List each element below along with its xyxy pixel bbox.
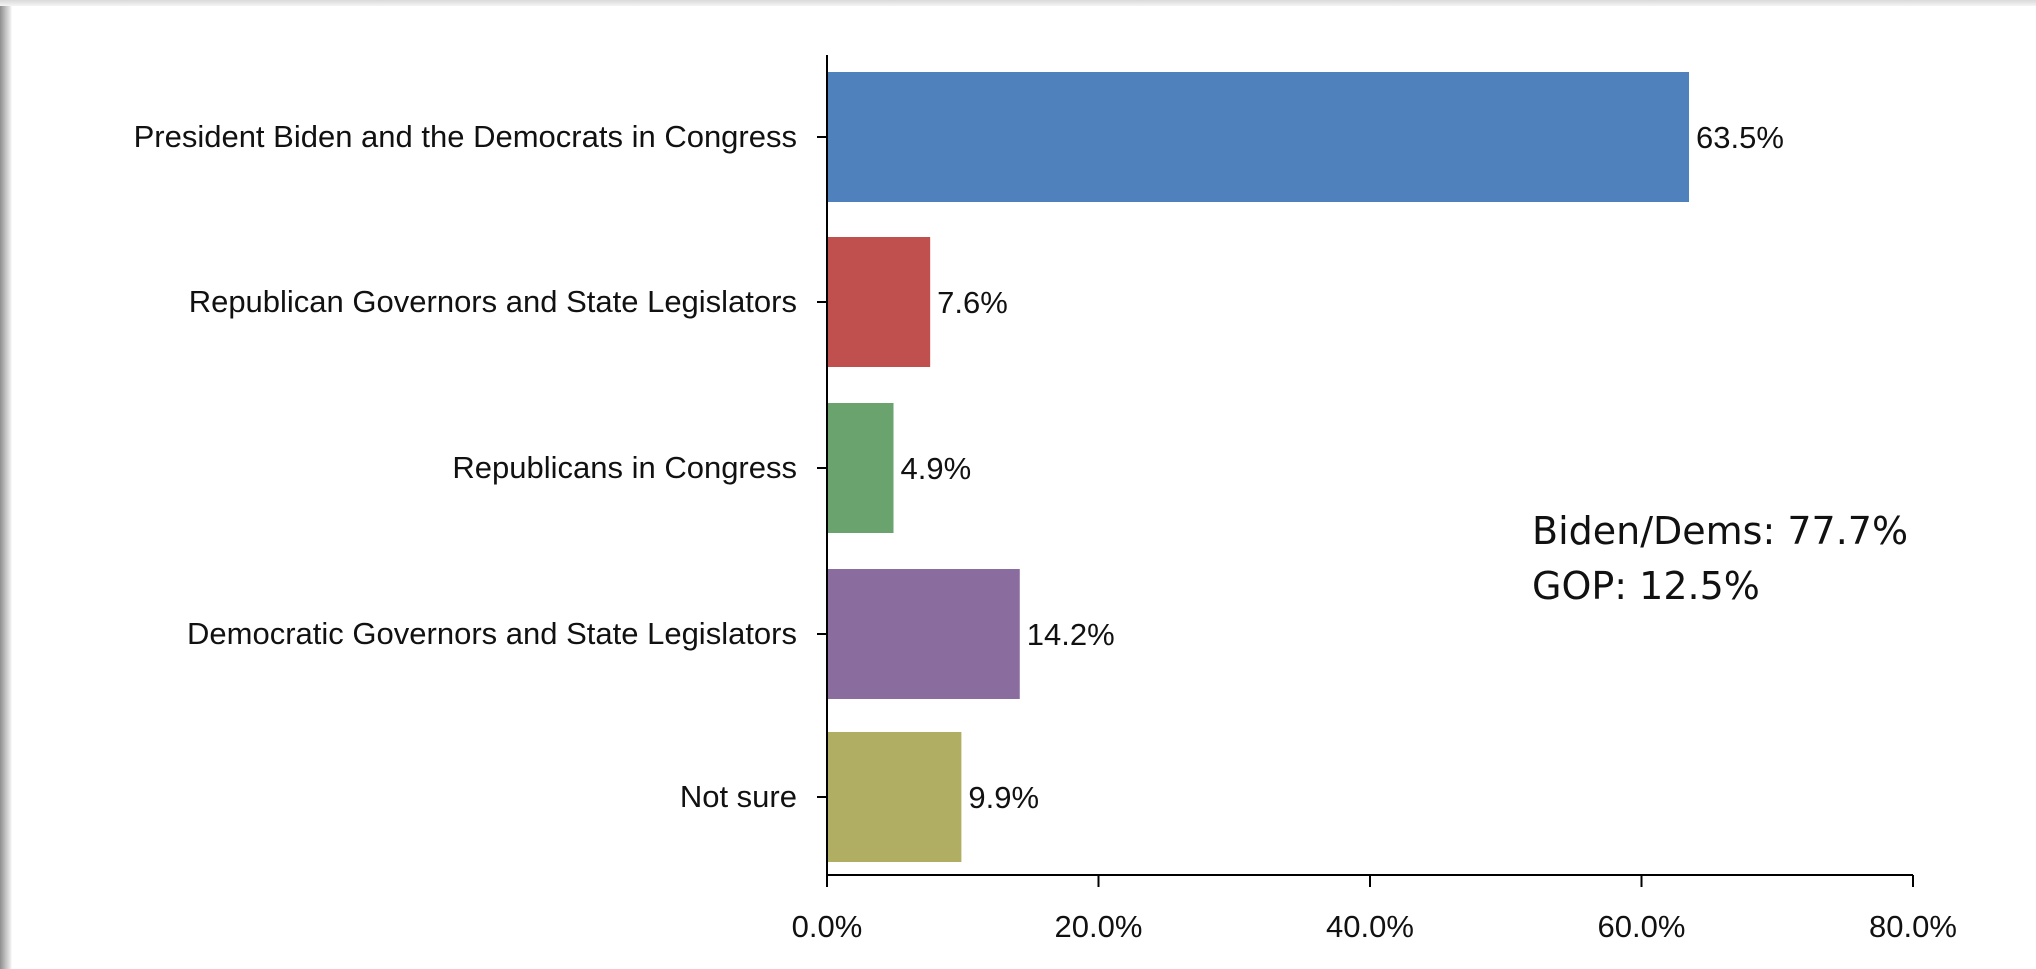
bar-5 xyxy=(828,732,962,862)
category-label-3: Republicans in Congress xyxy=(452,450,797,485)
bar-3 xyxy=(828,403,894,533)
x-tick-label-4: 60.0% xyxy=(1598,909,1686,944)
value-labels-group: 63.5% 7.6% 4.9% 14.2% 9.9% xyxy=(901,120,1784,815)
value-label-3: 4.9% xyxy=(901,451,972,486)
annotation-gop: GOP: 12.5% xyxy=(1532,564,1760,608)
x-tick-label-1: 0.0% xyxy=(792,909,863,944)
value-label-5: 9.9% xyxy=(968,780,1039,815)
slide-top-border xyxy=(0,0,2036,6)
x-tick-label-5: 80.0% xyxy=(1869,909,1957,944)
category-label-1: President Biden and the Democrats in Con… xyxy=(134,119,797,154)
category-label-4: Democratic Governors and State Legislato… xyxy=(187,616,797,651)
x-axis: 0.0% 20.0% 40.0% 60.0% 80.0% xyxy=(792,874,1957,944)
value-label-2: 7.6% xyxy=(937,285,1008,320)
bars-group xyxy=(828,72,1690,862)
bar-4 xyxy=(828,569,1020,699)
annotation-box: Biden/Dems: 77.7% GOP: 12.5% xyxy=(1532,509,1908,608)
x-tick-label-2: 20.0% xyxy=(1055,909,1143,944)
category-label-5: Not sure xyxy=(680,779,797,814)
bar-1 xyxy=(828,72,1690,202)
category-label-2: Republican Governors and State Legislato… xyxy=(189,284,797,319)
annotation-biden-dems: Biden/Dems: 77.7% xyxy=(1532,509,1908,553)
value-label-4: 14.2% xyxy=(1027,617,1115,652)
value-label-1: 63.5% xyxy=(1696,120,1784,155)
y-axis: President Biden and the Democrats in Con… xyxy=(134,55,828,875)
x-tick-label-3: 40.0% xyxy=(1326,909,1414,944)
bar-2 xyxy=(828,237,931,367)
